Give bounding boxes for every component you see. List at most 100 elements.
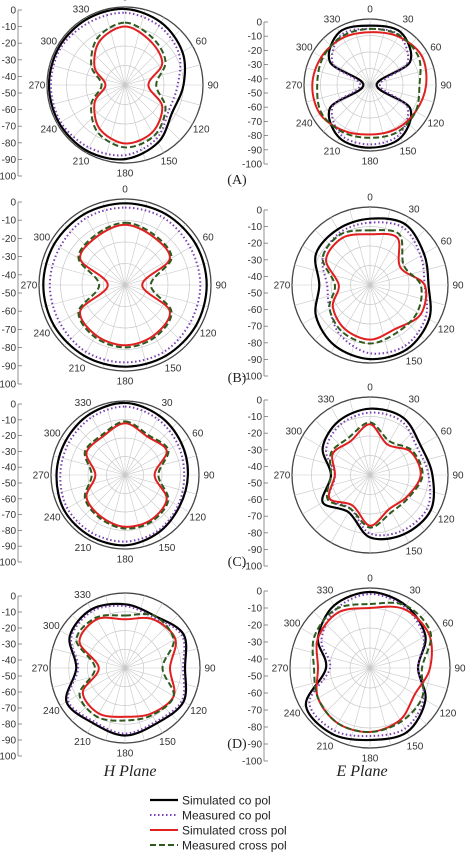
- series-line-measured-cross-pol: [77, 221, 173, 349]
- radial-tick-label: -80: [248, 131, 263, 142]
- angle-label-0: 0: [367, 5, 373, 16]
- grid-spoke: [124, 474, 163, 540]
- angle-label-210: 210: [75, 543, 92, 554]
- angle-label-210: 210: [73, 157, 90, 168]
- radial-tick-label: -20: [2, 431, 17, 442]
- angle-label-60: 60: [441, 237, 453, 248]
- grid-spoke: [369, 667, 411, 738]
- grid-spoke: [52, 667, 126, 688]
- radial-tick-label: -20: [248, 46, 263, 57]
- grid-spoke: [349, 284, 371, 361]
- radial-tick-label: -40: [2, 463, 17, 474]
- radial-tick-label: -100: [0, 752, 16, 763]
- angle-label-300: 300: [44, 429, 61, 440]
- grid-spoke: [87, 474, 126, 540]
- grid-spoke: [369, 667, 391, 746]
- radial-tick-label: -20: [248, 429, 263, 440]
- grid-spoke: [69, 84, 126, 141]
- angle-label-0: 0: [122, 0, 128, 4]
- angle-label-270: 270: [29, 81, 46, 92]
- grid-spoke: [124, 667, 179, 722]
- radial-tick-label: -30: [248, 445, 263, 456]
- angle-label-150: 150: [406, 547, 423, 558]
- angle-label-330: 330: [74, 590, 91, 601]
- angle-label-180: 180: [117, 377, 134, 388]
- grid-spoke: [124, 223, 187, 286]
- angle-label-150: 150: [407, 741, 424, 752]
- grid-spoke: [124, 284, 209, 308]
- radial-tick-label: -60: [248, 305, 263, 316]
- angle-label-240: 240: [40, 125, 57, 136]
- grid-spoke: [124, 284, 169, 360]
- radial-tick-label: 0: [256, 587, 262, 598]
- grid-spoke: [124, 45, 193, 86]
- grid-spoke: [50, 241, 126, 286]
- grid-spoke: [313, 611, 371, 669]
- grid-spoke: [124, 474, 190, 513]
- grid-spoke: [104, 9, 126, 86]
- angle-label-90: 90: [454, 664, 466, 675]
- angle-label-120: 120: [438, 515, 455, 526]
- grid-spoke: [302, 284, 371, 325]
- angle-label-330: 330: [317, 586, 334, 597]
- grid-spoke: [124, 17, 165, 86]
- grid-spoke: [105, 403, 126, 476]
- angle-label-270: 270: [286, 81, 303, 92]
- radial-tick-label: -80: [2, 720, 17, 731]
- angle-label-240: 240: [296, 119, 313, 130]
- radial-tick-label: -100: [242, 160, 262, 171]
- angle-label-300: 300: [34, 233, 51, 244]
- angle-label-60: 60: [430, 43, 442, 54]
- grid-spoke: [369, 209, 391, 286]
- radial-tick-label: -40: [2, 270, 17, 281]
- grid-spoke: [369, 217, 410, 286]
- grid-spoke: [329, 667, 371, 738]
- grid-spoke: [124, 201, 148, 286]
- angle-label-120: 120: [189, 513, 206, 524]
- radial-tick-label: 0: [256, 206, 262, 217]
- grid-spoke: [369, 667, 448, 689]
- grid-spoke: [124, 284, 200, 329]
- radial-tick-label: -100: [242, 757, 262, 768]
- grid-spoke: [300, 667, 371, 709]
- angle-label-120: 120: [440, 709, 457, 720]
- radial-tick-label: -50: [248, 89, 263, 100]
- polar-chart-b-e-plane: 0 30 60 90 120 150 270 0 -10 -20 -30 -40 -50 -60 -70 -8…: [242, 193, 464, 383]
- angle-label-120: 120: [193, 125, 210, 136]
- grid-spoke: [87, 602, 126, 669]
- radial-tick-label: -20: [2, 39, 17, 50]
- angle-label-330: 330: [324, 15, 341, 26]
- radial-tick-label: -70: [248, 512, 263, 523]
- series-line-simulated-cross-pol: [315, 605, 433, 734]
- radial-tick-label: -80: [2, 343, 17, 354]
- grid-spoke: [369, 284, 426, 341]
- grid-spoke: [369, 284, 438, 325]
- grid-spoke: [352, 84, 371, 149]
- series-line-measured-co-pol: [66, 604, 186, 735]
- grid-spoke: [330, 284, 371, 353]
- grid-spoke: [105, 667, 126, 741]
- angle-label-30: 30: [408, 204, 420, 215]
- grid-spoke: [369, 284, 410, 353]
- series-line-measured-cross-pol: [83, 420, 170, 530]
- angle-label-120: 120: [438, 325, 455, 336]
- grid-spoke: [292, 667, 371, 689]
- panel-label: (C): [228, 555, 247, 570]
- radial-tick-label: -10: [248, 604, 263, 615]
- series-line-measured-co-pol: [330, 27, 410, 146]
- grid-spoke: [349, 590, 371, 669]
- grid-spoke: [124, 241, 200, 286]
- polar-chart-b-h-plane: 0 60 90 120 150 180 210 240 270 300 0 -10 -20 -30 -40 -…: [0, 185, 227, 391]
- angle-label-30: 30: [402, 15, 414, 26]
- polar-chart-c-h-plane: 3303002702402101801501209060300-10-20-30…: [0, 398, 215, 569]
- angle-label-150: 150: [161, 157, 178, 168]
- grid-spoke: [60, 474, 126, 513]
- grid-spoke: [124, 84, 201, 106]
- radial-tick-label: -20: [2, 234, 17, 245]
- angle-label-60: 60: [441, 427, 453, 438]
- grid-spoke: [49, 64, 126, 86]
- grid-spoke: [302, 245, 371, 286]
- angle-label-60: 60: [196, 37, 208, 48]
- radial-tick-label: -90: [2, 361, 17, 372]
